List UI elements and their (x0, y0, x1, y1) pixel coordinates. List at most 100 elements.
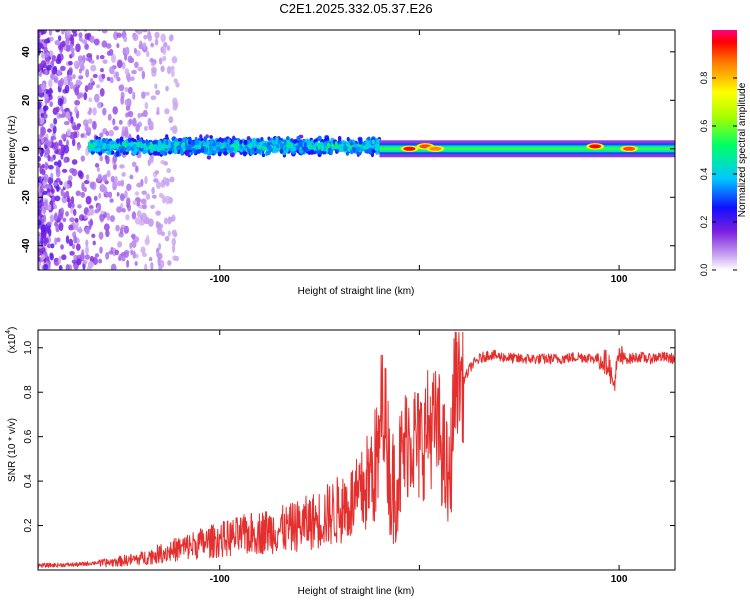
noise-speck (76, 258, 82, 266)
noise-speck (162, 55, 167, 62)
noise-speck (50, 135, 57, 141)
noise-speck (53, 117, 58, 125)
noise-speck (146, 50, 150, 58)
noise-speck (113, 176, 118, 183)
noise-speck (171, 237, 176, 246)
noise-speck (70, 196, 75, 204)
noise-speck (135, 123, 140, 133)
noise-speck (124, 68, 130, 75)
noise-speck (140, 246, 146, 254)
noise-speck (154, 31, 160, 39)
noise-speck (38, 219, 42, 226)
noise-speck (83, 186, 87, 193)
noise-speck (58, 264, 63, 270)
noise-speck (63, 76, 69, 86)
noise-speck (148, 120, 154, 129)
noise-speck (101, 30, 108, 34)
band-speck (296, 135, 300, 142)
band-speck (98, 150, 103, 156)
noise-speck (58, 212, 64, 220)
band-speck (247, 143, 253, 149)
noise-speck (173, 232, 178, 238)
hotspot (429, 146, 442, 151)
hotspot (589, 144, 602, 149)
noise-speck (61, 254, 67, 261)
spectrogram-ylabel: Frequency (Hz) (7, 116, 18, 185)
colorbar-ticks: 0.0 0.2 0.4 0.6 0.8 (699, 72, 737, 276)
noise-speck (92, 107, 97, 116)
noise-speck (47, 154, 51, 162)
noise-speck (118, 84, 125, 92)
noise-speck (54, 75, 59, 84)
noise-speck (174, 255, 180, 262)
noise-speck (79, 64, 85, 72)
noise-speck (85, 56, 92, 62)
noise-speck (49, 252, 54, 261)
noise-speck (44, 161, 48, 171)
noise-speck (137, 112, 141, 119)
band-speck (374, 147, 379, 152)
y-tick-label: -20 (21, 190, 32, 205)
noise-speck (48, 30, 53, 36)
noise-speck (90, 64, 97, 72)
noise-speck (155, 89, 161, 96)
band-speck (261, 146, 267, 151)
noise-speck (105, 155, 110, 165)
noise-speck (46, 188, 51, 193)
noise-speck (74, 106, 78, 114)
noise-speck (71, 259, 77, 264)
noise-speck (77, 170, 83, 178)
noise-speck (97, 202, 102, 212)
noise-speck (40, 254, 46, 260)
noise-speck (113, 126, 119, 131)
noise-speck (85, 195, 92, 205)
noise-speck (108, 129, 115, 137)
noise-speck (143, 34, 148, 40)
noise-speck (132, 200, 138, 206)
band-speck (267, 136, 271, 141)
band-speck (203, 136, 208, 142)
noise-speck (96, 101, 102, 109)
noise-speck (127, 86, 133, 95)
noise-speck (43, 46, 48, 55)
noise-speck (54, 212, 58, 221)
band-speck (256, 138, 260, 143)
noise-speck (154, 83, 158, 89)
band-speck (194, 144, 199, 150)
band-speck (179, 150, 184, 155)
band-speck (349, 141, 354, 146)
noise-speck (46, 243, 52, 249)
noise-speck (93, 38, 100, 46)
noise-speck (54, 237, 58, 245)
noise-speck (84, 254, 90, 260)
snr-panel: -100 100 0.2 0.4 0.6 0.8 1.0 Height of straigh… (5, 327, 676, 597)
noise-speck (38, 101, 42, 110)
band-speck (126, 145, 132, 151)
noise-speck (71, 168, 78, 177)
noise-speck (58, 222, 64, 231)
band-speck (251, 139, 255, 145)
noise-speck (89, 181, 95, 189)
band-speck (196, 149, 202, 154)
noise-speck (82, 259, 88, 265)
band-speck (115, 150, 120, 157)
noise-speck (38, 182, 42, 188)
band-speck (167, 142, 172, 149)
noise-speck (155, 210, 161, 216)
noise-speck (105, 252, 110, 260)
noise-speck (74, 86, 80, 96)
noise-speck (167, 230, 171, 237)
noise-speck (53, 141, 59, 151)
noise-speck (142, 42, 147, 50)
band-speck (211, 142, 217, 147)
band-speck (119, 149, 124, 154)
noise-speck (112, 118, 116, 126)
noise-speck (44, 97, 48, 106)
noise-speck (175, 82, 180, 88)
noise-speck (93, 195, 98, 201)
band-speck (174, 137, 178, 143)
noise-speck (157, 26, 160, 30)
noise-speck (102, 186, 108, 195)
band-speck (156, 144, 161, 151)
band-speck (353, 143, 358, 148)
